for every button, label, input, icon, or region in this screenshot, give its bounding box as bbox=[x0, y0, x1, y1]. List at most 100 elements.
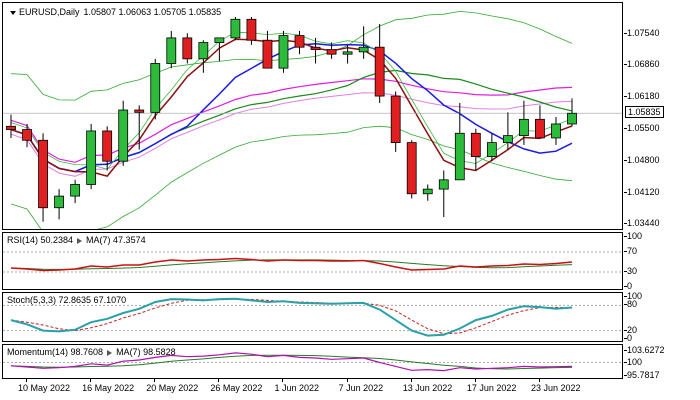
time-axis-tick bbox=[154, 379, 156, 382]
bollinger-upper-line bbox=[10, 10, 573, 101]
time-axis-label: 10 May 2022 bbox=[18, 383, 71, 393]
symbol-name: EURUSD,Daily bbox=[19, 7, 80, 17]
stoch-axis-tick bbox=[624, 329, 627, 331]
bear-candle bbox=[38, 139, 48, 209]
rsi-axis-label: 30 bbox=[627, 266, 638, 276]
price-axis-label: 1.04800 bbox=[627, 155, 660, 166]
stoch-axis: 100 80 20 0 bbox=[624, 291, 700, 343]
bear-candle bbox=[182, 37, 193, 60]
momentum-plot bbox=[3, 352, 622, 372]
stoch-main-line bbox=[10, 297, 573, 337]
price-axis-tick bbox=[624, 127, 627, 129]
stoch-axis-tick bbox=[624, 304, 627, 306]
momentum-axis-tick bbox=[624, 361, 627, 363]
momentum-axis: 103.6272 100 95.7817 bbox=[624, 344, 700, 381]
rsi-ma-value: MA(7) 47.3574 bbox=[86, 235, 146, 245]
price-axis-label: 1.04120 bbox=[627, 186, 660, 197]
bull-candle bbox=[214, 37, 225, 43]
bull-candle bbox=[150, 63, 161, 113]
bull-candle bbox=[502, 135, 513, 143]
bear-candle bbox=[246, 18, 257, 41]
bear-candle bbox=[390, 95, 401, 143]
stoch-axis-label: 100 bbox=[627, 291, 643, 301]
bull-candle bbox=[166, 37, 177, 64]
bull-candle bbox=[342, 51, 353, 55]
rsi-pane[interactable]: RSI(14) 50.2384 MA(7) 47.3574 bbox=[2, 232, 623, 290]
time-axis-tick bbox=[346, 379, 348, 382]
stoch-title: Stoch(5,3,3) 72.8635 67.1070 bbox=[7, 295, 130, 305]
bear-candle bbox=[326, 49, 337, 55]
price-axis-tick bbox=[624, 32, 627, 34]
symbol-arrow-icon bbox=[10, 10, 16, 15]
momentum-pane[interactable]: Momentum(14) 98.7608 MA(7) 98.5828 bbox=[2, 344, 623, 379]
bollinger-lower-line bbox=[10, 125, 573, 229]
price-axis-tick bbox=[624, 191, 627, 193]
bear-candle bbox=[535, 118, 545, 139]
bull-candle bbox=[278, 35, 289, 69]
time-axis-label: 23 Jun 2022 bbox=[530, 383, 581, 393]
bull-candle bbox=[454, 132, 465, 181]
time-axis-label: 20 May 2022 bbox=[146, 383, 199, 393]
time-axis-tick bbox=[410, 379, 412, 382]
price-axis: 1.07540 1.06860 1.06180 1.05500 1.04800 1.041… bbox=[624, 2, 700, 230]
time-axis-label: 13 Jun 2022 bbox=[402, 383, 453, 393]
price-plot bbox=[3, 10, 622, 229]
rsi-value: RSI(14) 50.2384 bbox=[7, 235, 74, 245]
momentum-ma-value: MA(7) 98.5828 bbox=[116, 347, 176, 357]
ohlc-readout: 1.05807 1.06063 1.05705 1.05835 bbox=[83, 7, 222, 17]
bear-candle bbox=[374, 46, 385, 97]
ma-arrow-icon bbox=[77, 237, 83, 244]
current-price-badge: 1.05835 bbox=[625, 106, 664, 119]
rsi-axis-tick bbox=[624, 236, 627, 237]
ma-darkred-line bbox=[10, 38, 573, 177]
bear-candle bbox=[102, 130, 113, 162]
rsi-title: RSI(14) 50.2384 MA(7) 47.3574 bbox=[7, 235, 150, 245]
rsi-line bbox=[10, 257, 573, 272]
stoch-pane[interactable]: Stoch(5,3,3) 72.8635 67.1070 bbox=[2, 292, 623, 342]
ma-lightgreen-line bbox=[10, 31, 573, 170]
bull-candle bbox=[358, 46, 369, 53]
rsi-axis-tick bbox=[624, 271, 627, 272]
time-axis-tick bbox=[26, 379, 28, 382]
bear-candle bbox=[22, 129, 32, 141]
stoch-axis-label: 80 bbox=[627, 299, 638, 310]
bear-candle bbox=[6, 125, 16, 130]
time-axis-label: 26 May 2022 bbox=[210, 383, 263, 393]
price-chart-pane[interactable]: EURUSD,Daily 1.05807 1.06063 1.05705 1.05… bbox=[2, 2, 623, 230]
rsi-axis-tick bbox=[624, 251, 627, 252]
time-axis: 10 May 2022 16 May 2022 20 May 2022 26 May … bbox=[2, 379, 623, 399]
bull-candle bbox=[438, 179, 449, 190]
rsi-axis: 100 70 30 0 bbox=[624, 231, 700, 291]
bull-candle bbox=[486, 142, 497, 157]
rsi-axis-label: 70 bbox=[627, 246, 638, 256]
momentum-axis-label: 95.7817 bbox=[627, 370, 660, 381]
bull-candle bbox=[230, 18, 241, 39]
bull-candle bbox=[54, 195, 64, 209]
bull-candle bbox=[519, 118, 529, 137]
rsi-axis-tick bbox=[624, 286, 627, 287]
rsi-plot bbox=[3, 251, 622, 273]
momentum-title: Momentum(14) 98.7608 MA(7) 98.5828 bbox=[7, 347, 180, 357]
momentum-axis-label: 103.6272 bbox=[627, 344, 665, 355]
price-axis-tick bbox=[624, 64, 627, 66]
stoch-axis-tick bbox=[624, 338, 627, 339]
time-axis-label: 7 Jun 2022 bbox=[338, 383, 384, 393]
ma-arrow-icon bbox=[107, 349, 113, 356]
momentum-axis-tick bbox=[624, 375, 627, 377]
time-axis-label: 1 Jun 2022 bbox=[274, 383, 320, 393]
time-axis-tick bbox=[282, 379, 284, 382]
ma-blue-line bbox=[10, 42, 573, 173]
price-axis-label: 1.06180 bbox=[627, 90, 660, 101]
time-axis-label: 17 Jun 2022 bbox=[466, 383, 517, 393]
rsi-axis-label: 0 bbox=[627, 281, 633, 291]
price-axis-tick bbox=[624, 95, 627, 97]
stoch-plot bbox=[3, 297, 622, 337]
time-axis-tick bbox=[90, 379, 92, 382]
time-axis-tick bbox=[218, 379, 220, 382]
bull-candle bbox=[86, 130, 97, 185]
bear-candle bbox=[310, 46, 321, 50]
price-axis-tick bbox=[624, 223, 627, 225]
momentum-line bbox=[10, 352, 573, 372]
bear-candle bbox=[262, 39, 273, 69]
stoch-axis-tick bbox=[624, 296, 627, 297]
